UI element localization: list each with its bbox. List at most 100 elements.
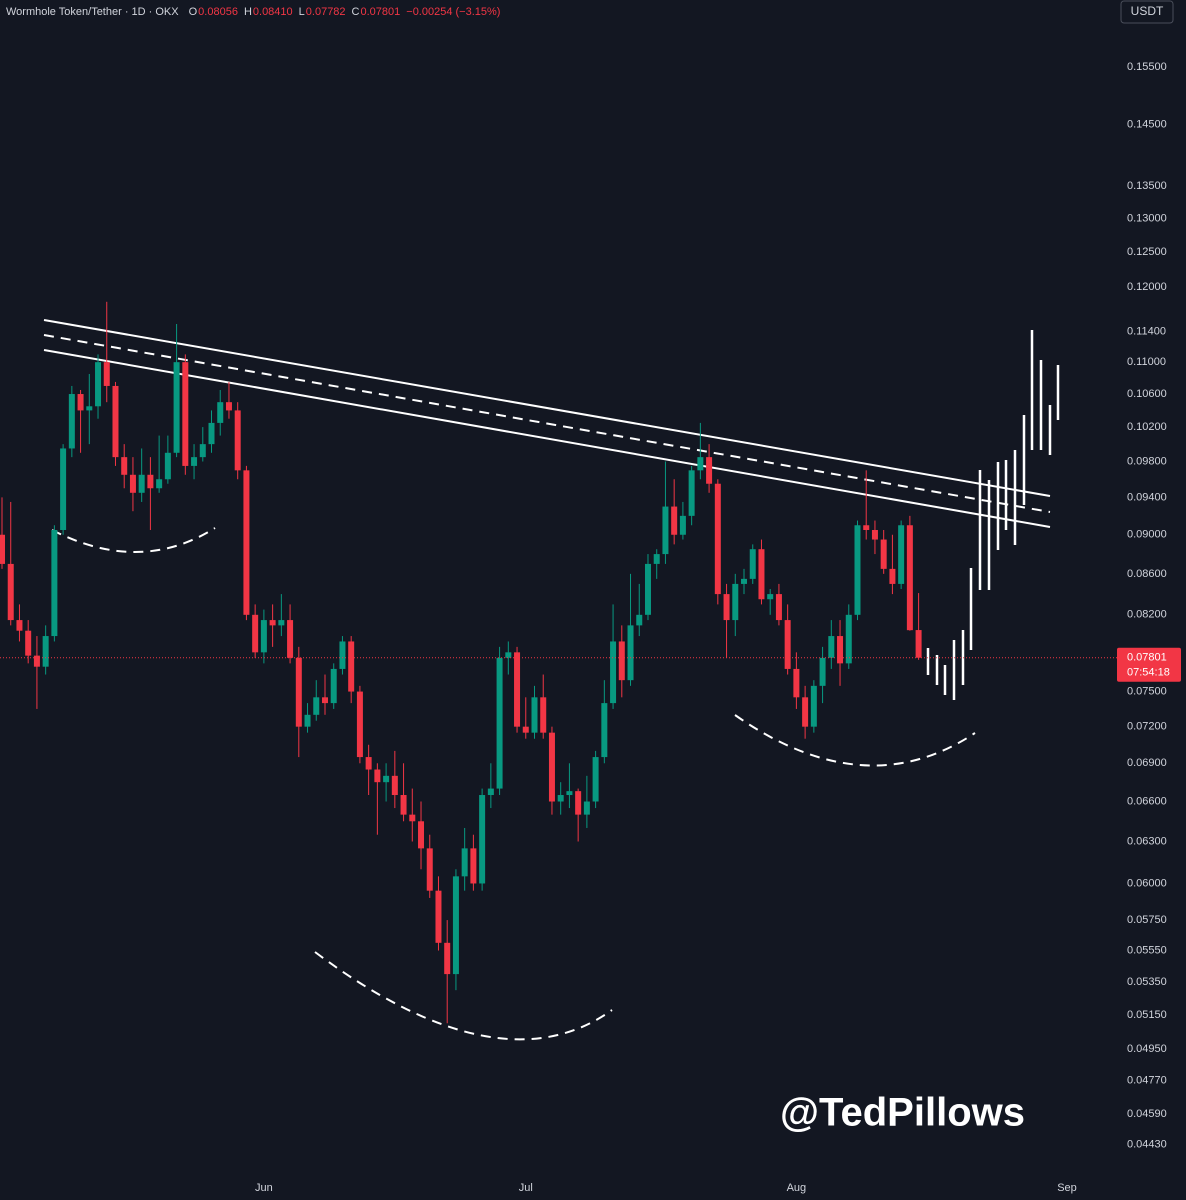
candle-body — [182, 362, 189, 466]
candle-body — [723, 594, 730, 621]
y-tick-label: 0.12000 — [1127, 281, 1167, 293]
y-tick-label: 0.04950 — [1127, 1043, 1167, 1055]
candle-body — [653, 554, 660, 564]
candle-body — [758, 549, 765, 600]
candle-body — [898, 525, 905, 584]
y-tick-label: 0.07200 — [1127, 721, 1167, 733]
candle-body — [819, 657, 826, 686]
candle-body — [295, 657, 302, 727]
candle-body — [243, 470, 250, 615]
candle-body — [784, 620, 791, 669]
y-tick-label: 0.04770 — [1127, 1075, 1167, 1087]
candle-body — [505, 652, 512, 658]
y-tick-label: 0.10600 — [1127, 388, 1167, 400]
candle-body — [496, 657, 503, 789]
change: −0.00254 (−3.15%) — [406, 6, 500, 18]
x-tick-label: Sep — [1057, 1182, 1077, 1194]
candle-body — [304, 714, 311, 727]
candle-body — [575, 791, 582, 815]
y-tick-label: 0.05750 — [1127, 914, 1167, 926]
candle-body — [278, 620, 285, 626]
y-tick-label: 0.05550 — [1127, 944, 1167, 956]
x-tick-label: Jun — [255, 1182, 273, 1194]
candle-body — [627, 625, 634, 681]
candle-body — [147, 474, 154, 489]
candle-body — [269, 620, 276, 626]
candle-body — [889, 568, 896, 584]
candle-body — [837, 636, 844, 664]
y-tick-label: 0.13500 — [1127, 180, 1167, 192]
drawings — [43, 319, 1060, 1041]
candle-body — [601, 703, 608, 758]
candle-body — [217, 402, 224, 423]
candle-body — [749, 549, 756, 579]
currency: USDT — [1131, 4, 1164, 18]
ohlc-value: 0.07801 — [361, 6, 401, 18]
ohlc-value: 0.08410 — [253, 6, 293, 18]
candle-body — [470, 848, 477, 884]
y-tick-label: 0.04430 — [1127, 1138, 1167, 1150]
candle-body — [330, 668, 337, 704]
candle-body — [793, 668, 800, 698]
candle-body — [810, 685, 817, 727]
candle-body — [409, 814, 416, 822]
candles — [0, 301, 922, 1024]
candle-body — [741, 578, 748, 584]
x-tick-label: Aug — [787, 1182, 807, 1194]
y-tick-label: 0.06000 — [1127, 877, 1167, 889]
y-tick-label: 0.05150 — [1127, 1009, 1167, 1021]
ohlc-key: L — [299, 6, 305, 18]
candle-body — [592, 757, 599, 802]
candle-body — [191, 457, 198, 466]
candle-body — [671, 506, 678, 535]
candle-body — [540, 697, 547, 733]
y-tick-label: 0.05350 — [1127, 976, 1167, 988]
candle-body — [644, 563, 651, 615]
trend-line — [43, 319, 1051, 497]
candle-body — [25, 630, 32, 656]
candle-body — [915, 630, 922, 658]
candle-body — [610, 641, 617, 704]
countdown: 07:54:18 — [1127, 667, 1170, 679]
candle-body — [697, 457, 704, 471]
header-title: Wormhole Token/Tether · 1D · OKX — [6, 6, 179, 18]
candle-body — [129, 474, 136, 493]
y-tick-label: 0.13000 — [1127, 212, 1167, 224]
candle-body — [86, 406, 93, 411]
y-tick-label: 0.08200 — [1127, 609, 1167, 621]
candle-body — [208, 422, 215, 445]
candle-body — [618, 641, 625, 681]
candle-body — [514, 652, 521, 727]
ohlc-key: O — [189, 6, 198, 18]
ohlc-key: C — [352, 6, 360, 18]
candle-body — [461, 848, 468, 877]
candle-body — [103, 362, 110, 386]
y-tick-label: 0.09000 — [1127, 529, 1167, 541]
candle-body — [374, 769, 381, 783]
candle-body — [828, 636, 835, 658]
ohlc-key: H — [244, 6, 252, 18]
candle-body — [444, 942, 451, 975]
y-tick-label: 0.08600 — [1127, 568, 1167, 580]
candle-body — [77, 394, 84, 411]
candle-body — [391, 775, 398, 796]
candle-body — [156, 479, 163, 489]
watermark: @TedPillows — [780, 1091, 1025, 1135]
candle-body — [706, 457, 713, 484]
candle-body — [688, 470, 695, 516]
y-tick-label: 0.15500 — [1127, 61, 1167, 73]
candle-body — [400, 795, 407, 815]
ohlc-value: 0.07782 — [306, 6, 346, 18]
candle-body — [714, 483, 721, 595]
candle-body — [662, 506, 669, 555]
y-tick-label: 0.11400 — [1127, 325, 1166, 337]
candle-body — [252, 614, 259, 653]
candle-body — [418, 821, 425, 849]
candle-body — [845, 614, 852, 664]
candle-body — [679, 515, 686, 535]
candle-body — [775, 594, 782, 621]
candle-body — [234, 410, 241, 471]
